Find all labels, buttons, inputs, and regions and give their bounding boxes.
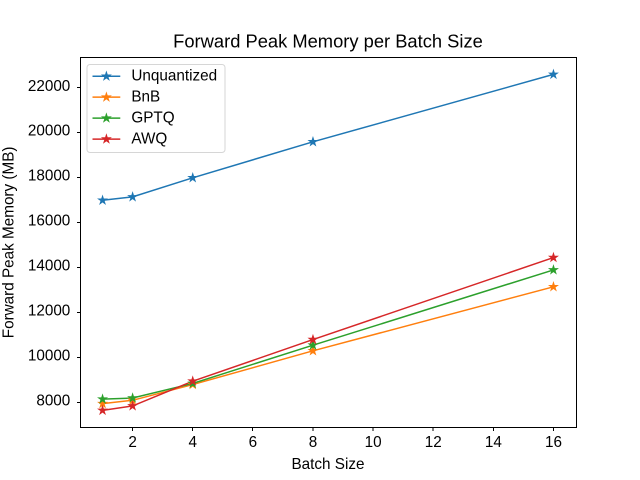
svg-text:20000: 20000 xyxy=(28,123,70,140)
svg-text:10: 10 xyxy=(365,434,382,451)
svg-text:16000: 16000 xyxy=(28,213,70,230)
svg-text:GPTQ: GPTQ xyxy=(131,109,174,126)
svg-text:Forward Peak Memory (MB): Forward Peak Memory (MB) xyxy=(1,147,18,339)
svg-text:14: 14 xyxy=(485,434,502,451)
svg-text:4: 4 xyxy=(188,434,197,451)
svg-text:Forward Peak Memory per Batch: Forward Peak Memory per Batch Size xyxy=(173,31,483,52)
svg-text:8000: 8000 xyxy=(36,392,70,409)
svg-text:8: 8 xyxy=(309,434,318,451)
svg-text:14000: 14000 xyxy=(28,258,70,275)
svg-text:AWQ: AWQ xyxy=(131,130,167,147)
svg-text:18000: 18000 xyxy=(28,168,70,185)
svg-text:16: 16 xyxy=(545,434,562,451)
svg-text:22000: 22000 xyxy=(28,78,70,95)
svg-text:Unquantized: Unquantized xyxy=(131,68,217,85)
svg-text:6: 6 xyxy=(249,434,258,451)
svg-text:2: 2 xyxy=(128,434,137,451)
svg-text:12000: 12000 xyxy=(28,303,70,320)
svg-text:10000: 10000 xyxy=(28,347,70,364)
svg-text:Batch Size: Batch Size xyxy=(292,456,365,473)
svg-text:12: 12 xyxy=(425,434,442,451)
svg-text:BnB: BnB xyxy=(131,88,160,105)
